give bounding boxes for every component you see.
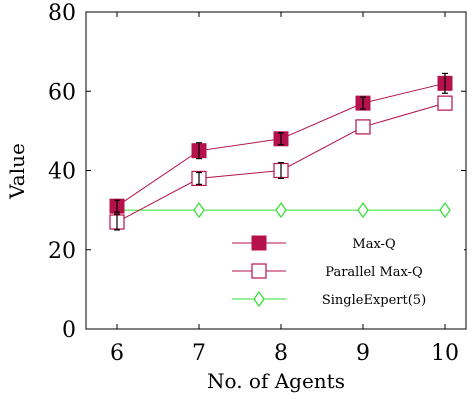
legend-label: Max-Q <box>352 237 395 252</box>
series-max-q <box>109 72 453 214</box>
y-tick-label: 60 <box>48 80 76 105</box>
legend-label: SingleExpert(5) <box>322 293 426 308</box>
data-point <box>355 119 371 135</box>
legend-item: Parallel Max-Q <box>232 263 423 280</box>
x-tick-label: 9 <box>356 341 370 366</box>
legend-marker <box>251 235 267 251</box>
y-tick-label: 0 <box>62 318 76 343</box>
y-tick-label: 40 <box>48 160 76 185</box>
x-axis-title: No. of Agents <box>207 369 345 393</box>
data-point <box>193 202 205 219</box>
data-point <box>357 202 369 219</box>
series-layer <box>109 72 453 231</box>
x-tick-label: 8 <box>274 341 288 366</box>
legend-marker <box>251 263 267 279</box>
x-tick-label: 6 <box>110 341 124 366</box>
legend-item: SingleExpert(5) <box>232 290 426 308</box>
y-axis-title: Value <box>5 143 29 200</box>
data-point <box>437 95 453 111</box>
legend-marker <box>253 290 265 308</box>
data-point <box>275 202 287 219</box>
x-tick-label: 10 <box>431 341 459 366</box>
legend-item: Max-Q <box>232 235 396 252</box>
y-tick-label: 20 <box>48 239 76 264</box>
series-singleexpert-5- <box>111 202 451 219</box>
x-tick-label: 7 <box>192 341 206 366</box>
data-point <box>439 202 451 219</box>
axis-ticks: 0 20 40 60 80 6 7 8 9 10 <box>48 1 466 366</box>
series-parallel-max-q <box>109 95 453 231</box>
y-tick-label: 80 <box>48 1 76 26</box>
legend-label: Parallel Max-Q <box>325 265 422 280</box>
legend: Max-Q Parallel Max-Q SingleExpert(5) <box>225 227 464 314</box>
